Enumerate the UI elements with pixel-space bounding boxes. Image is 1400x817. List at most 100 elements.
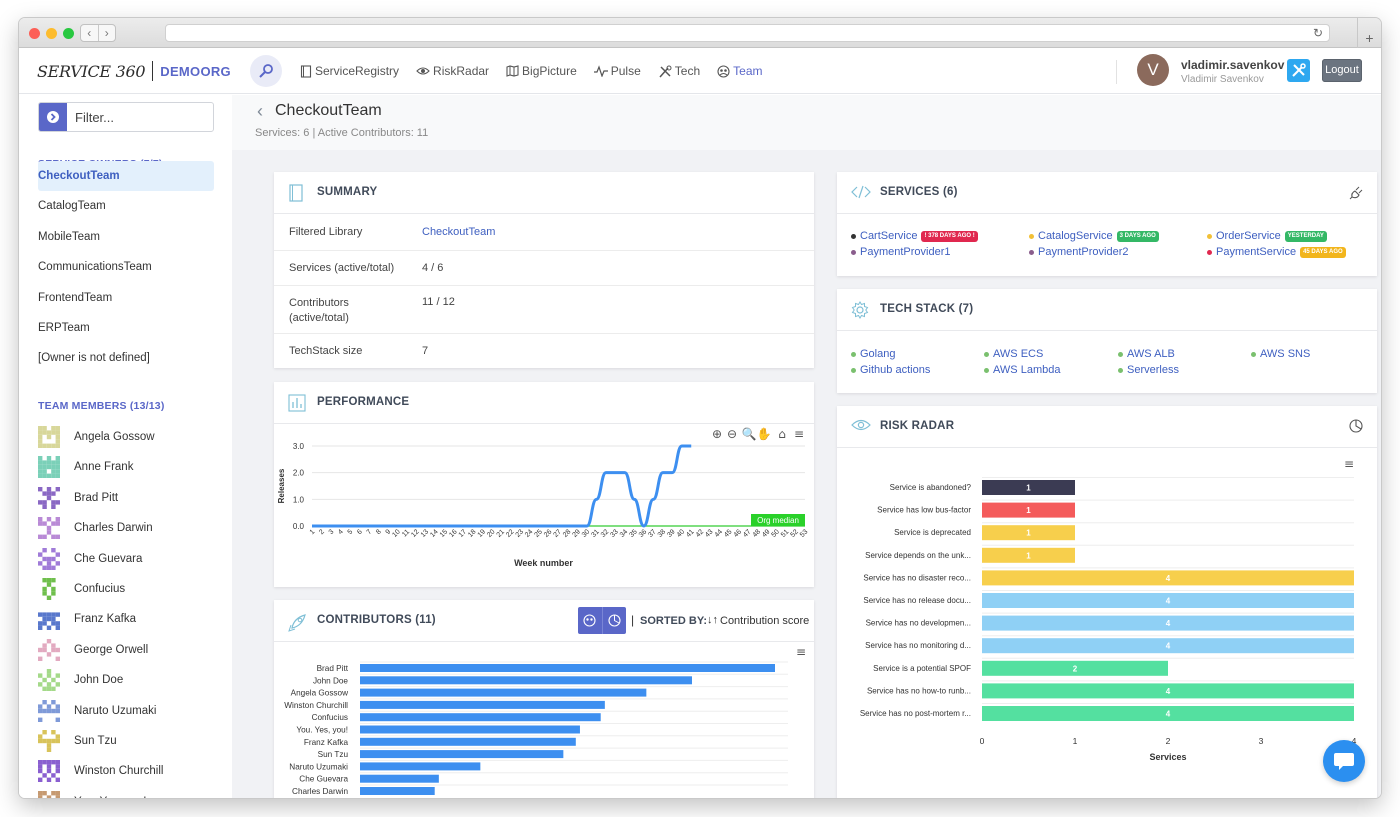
contributor-label: Confucius [312,713,348,722]
team-member-item[interactable]: Anne Frank [38,454,133,480]
owner-item[interactable]: CatalogTeam [38,200,106,213]
contributor-bar[interactable] [360,688,647,697]
zoom-out-icon[interactable]: ⊖ [727,427,737,441]
team-member-item[interactable]: You. Yes, you! [38,789,146,798]
logout-button[interactable]: Logout [1322,59,1362,82]
close-window-button[interactable] [29,28,40,39]
address-bar[interactable]: ↻ [165,24,1330,42]
risk-bar[interactable] [982,570,1354,586]
contributor-bar[interactable] [360,664,775,672]
zoom-window-button[interactable] [63,28,74,39]
sort-icon[interactable]: ↓↑ [707,614,718,626]
owner-item[interactable]: [Owner is not defined] [38,352,150,365]
contributor-bar[interactable] [360,700,605,709]
risk-category-label: Service has no post-mortem r... [860,709,971,718]
techstack-title: TECH STACK (7) [880,303,974,315]
pie-chart-icon[interactable] [1349,419,1363,433]
contributor-bar[interactable] [360,676,692,685]
contributor-bar[interactable] [360,725,580,734]
sort-field[interactable]: Contribution score [720,615,810,627]
chat-button[interactable] [1323,740,1365,782]
service-link[interactable]: CatalogService 3 DAYS AGO [1029,230,1159,242]
team-member-item[interactable]: Confucius [38,576,125,602]
admin-tools-button[interactable] [1287,59,1310,82]
nav-pulse[interactable]: Pulse [593,64,641,78]
main-content: ‹ CheckoutTeam Services: 6 | Active Cont… [232,95,1381,798]
team-view-button[interactable] [578,607,602,634]
team-member-item[interactable]: Franz Kafka [38,606,136,632]
contributor-bar[interactable] [360,750,564,759]
owner-item[interactable]: MobileTeam [38,230,100,243]
team-member-item[interactable]: Naruto Uzumaki [38,698,156,724]
owner-item[interactable]: CheckoutTeam [38,161,214,191]
team-member-item[interactable]: John Doe [38,667,123,693]
risk-bar[interactable] [982,683,1354,699]
risk-bar[interactable] [982,638,1354,654]
tech-item-link[interactable]: AWS SNS [1251,348,1310,360]
tech-item-link[interactable]: Github actions [851,364,930,376]
nav-service-registry[interactable]: ServiceRegistry [300,64,399,78]
risk-bar[interactable] [982,502,1075,518]
risk-bar[interactable] [982,525,1075,541]
team-member-item[interactable]: Che Guevara [38,546,142,572]
forward-arrow-icon[interactable]: › [104,26,109,40]
team-member-item[interactable]: Charles Darwin [38,515,153,541]
pan-icon[interactable]: ✋ [757,427,772,441]
nav-risk-radar[interactable]: RiskRadar [416,64,489,78]
tech-item-link[interactable]: AWS Lambda [984,364,1060,376]
global-search-button[interactable] [250,55,282,87]
zoom-in-icon[interactable]: ⊕ [712,427,722,441]
contributor-bar[interactable] [360,737,576,746]
service-link[interactable]: OrderService YESTERDAY [1207,230,1327,242]
risk-bar[interactable] [982,593,1354,608]
nav-team[interactable]: Team [717,64,762,78]
owner-item[interactable]: CommunicationsTeam [38,261,152,274]
new-tab-button[interactable]: + [1357,18,1381,48]
tech-item-link[interactable]: Serverless [1118,364,1179,376]
contributor-bar[interactable] [360,762,481,771]
magnify-icon[interactable]: 🔍 [742,426,757,441]
team-member-item[interactable]: Angela Gossow [38,424,155,450]
back-chevron-icon[interactable]: ‹ [257,101,263,121]
x-tick-label: 2 [318,528,326,536]
filter-input[interactable] [69,104,209,130]
owner-item[interactable]: FrontendTeam [38,291,113,304]
risk-bar[interactable] [982,547,1075,563]
contributor-bar[interactable] [360,774,439,783]
filter-toggle-button[interactable] [39,103,67,131]
team-member-item[interactable]: Winston Churchill [38,758,163,784]
tech-item-link[interactable]: Golang [851,348,895,360]
service-link[interactable]: CartService! 378 DAYS AGO ! [851,230,978,242]
tech-item-link[interactable]: AWS ECS [984,348,1043,360]
risk-bar[interactable] [982,615,1354,631]
risk-bar[interactable] [982,706,1354,721]
reload-icon[interactable]: ↻ [1312,26,1323,40]
team-member-item[interactable]: George Orwell [38,637,148,663]
service-link[interactable]: PaymentService 45 DAYS AGO [1207,246,1346,258]
risk-bar[interactable] [982,660,1168,676]
service-link[interactable]: PaymentProvider1 [851,246,951,258]
home-icon[interactable]: ⌂ [778,427,786,441]
plug-icon[interactable] [1349,185,1363,200]
contributor-bar[interactable] [360,787,435,795]
menu-icon[interactable]: ≡ [794,427,804,441]
risk-bar[interactable] [982,480,1075,495]
pie-view-button[interactable] [601,607,627,634]
brand-logo[interactable]: SERVICE 360 DEMOORG [37,60,231,82]
filtered-library-link[interactable]: CheckoutTeam [422,226,496,238]
x-tick-label: 36 [638,528,649,539]
nav-tech[interactable]: Tech [658,64,700,78]
owner-item[interactable]: ERPTeam [38,322,90,334]
menu-icon[interactable]: ≡ [1344,457,1354,471]
user-avatar[interactable]: V [1137,54,1169,86]
back-arrow-icon[interactable]: ‹ [81,25,99,41]
tech-item-link[interactable]: AWS ALB [1118,348,1175,360]
team-member-item[interactable]: Sun Tzu [38,728,117,754]
contributor-bar[interactable] [360,713,601,722]
team-member-item[interactable]: Brad Pitt [38,485,118,511]
nav-big-picture[interactable]: BigPicture [506,64,577,78]
service-link[interactable]: PaymentProvider2 [1029,246,1129,258]
service-age-badge: 45 DAYS AGO [1300,246,1346,258]
minimize-window-button[interactable] [46,28,57,39]
menu-icon[interactable]: ≡ [796,645,806,659]
